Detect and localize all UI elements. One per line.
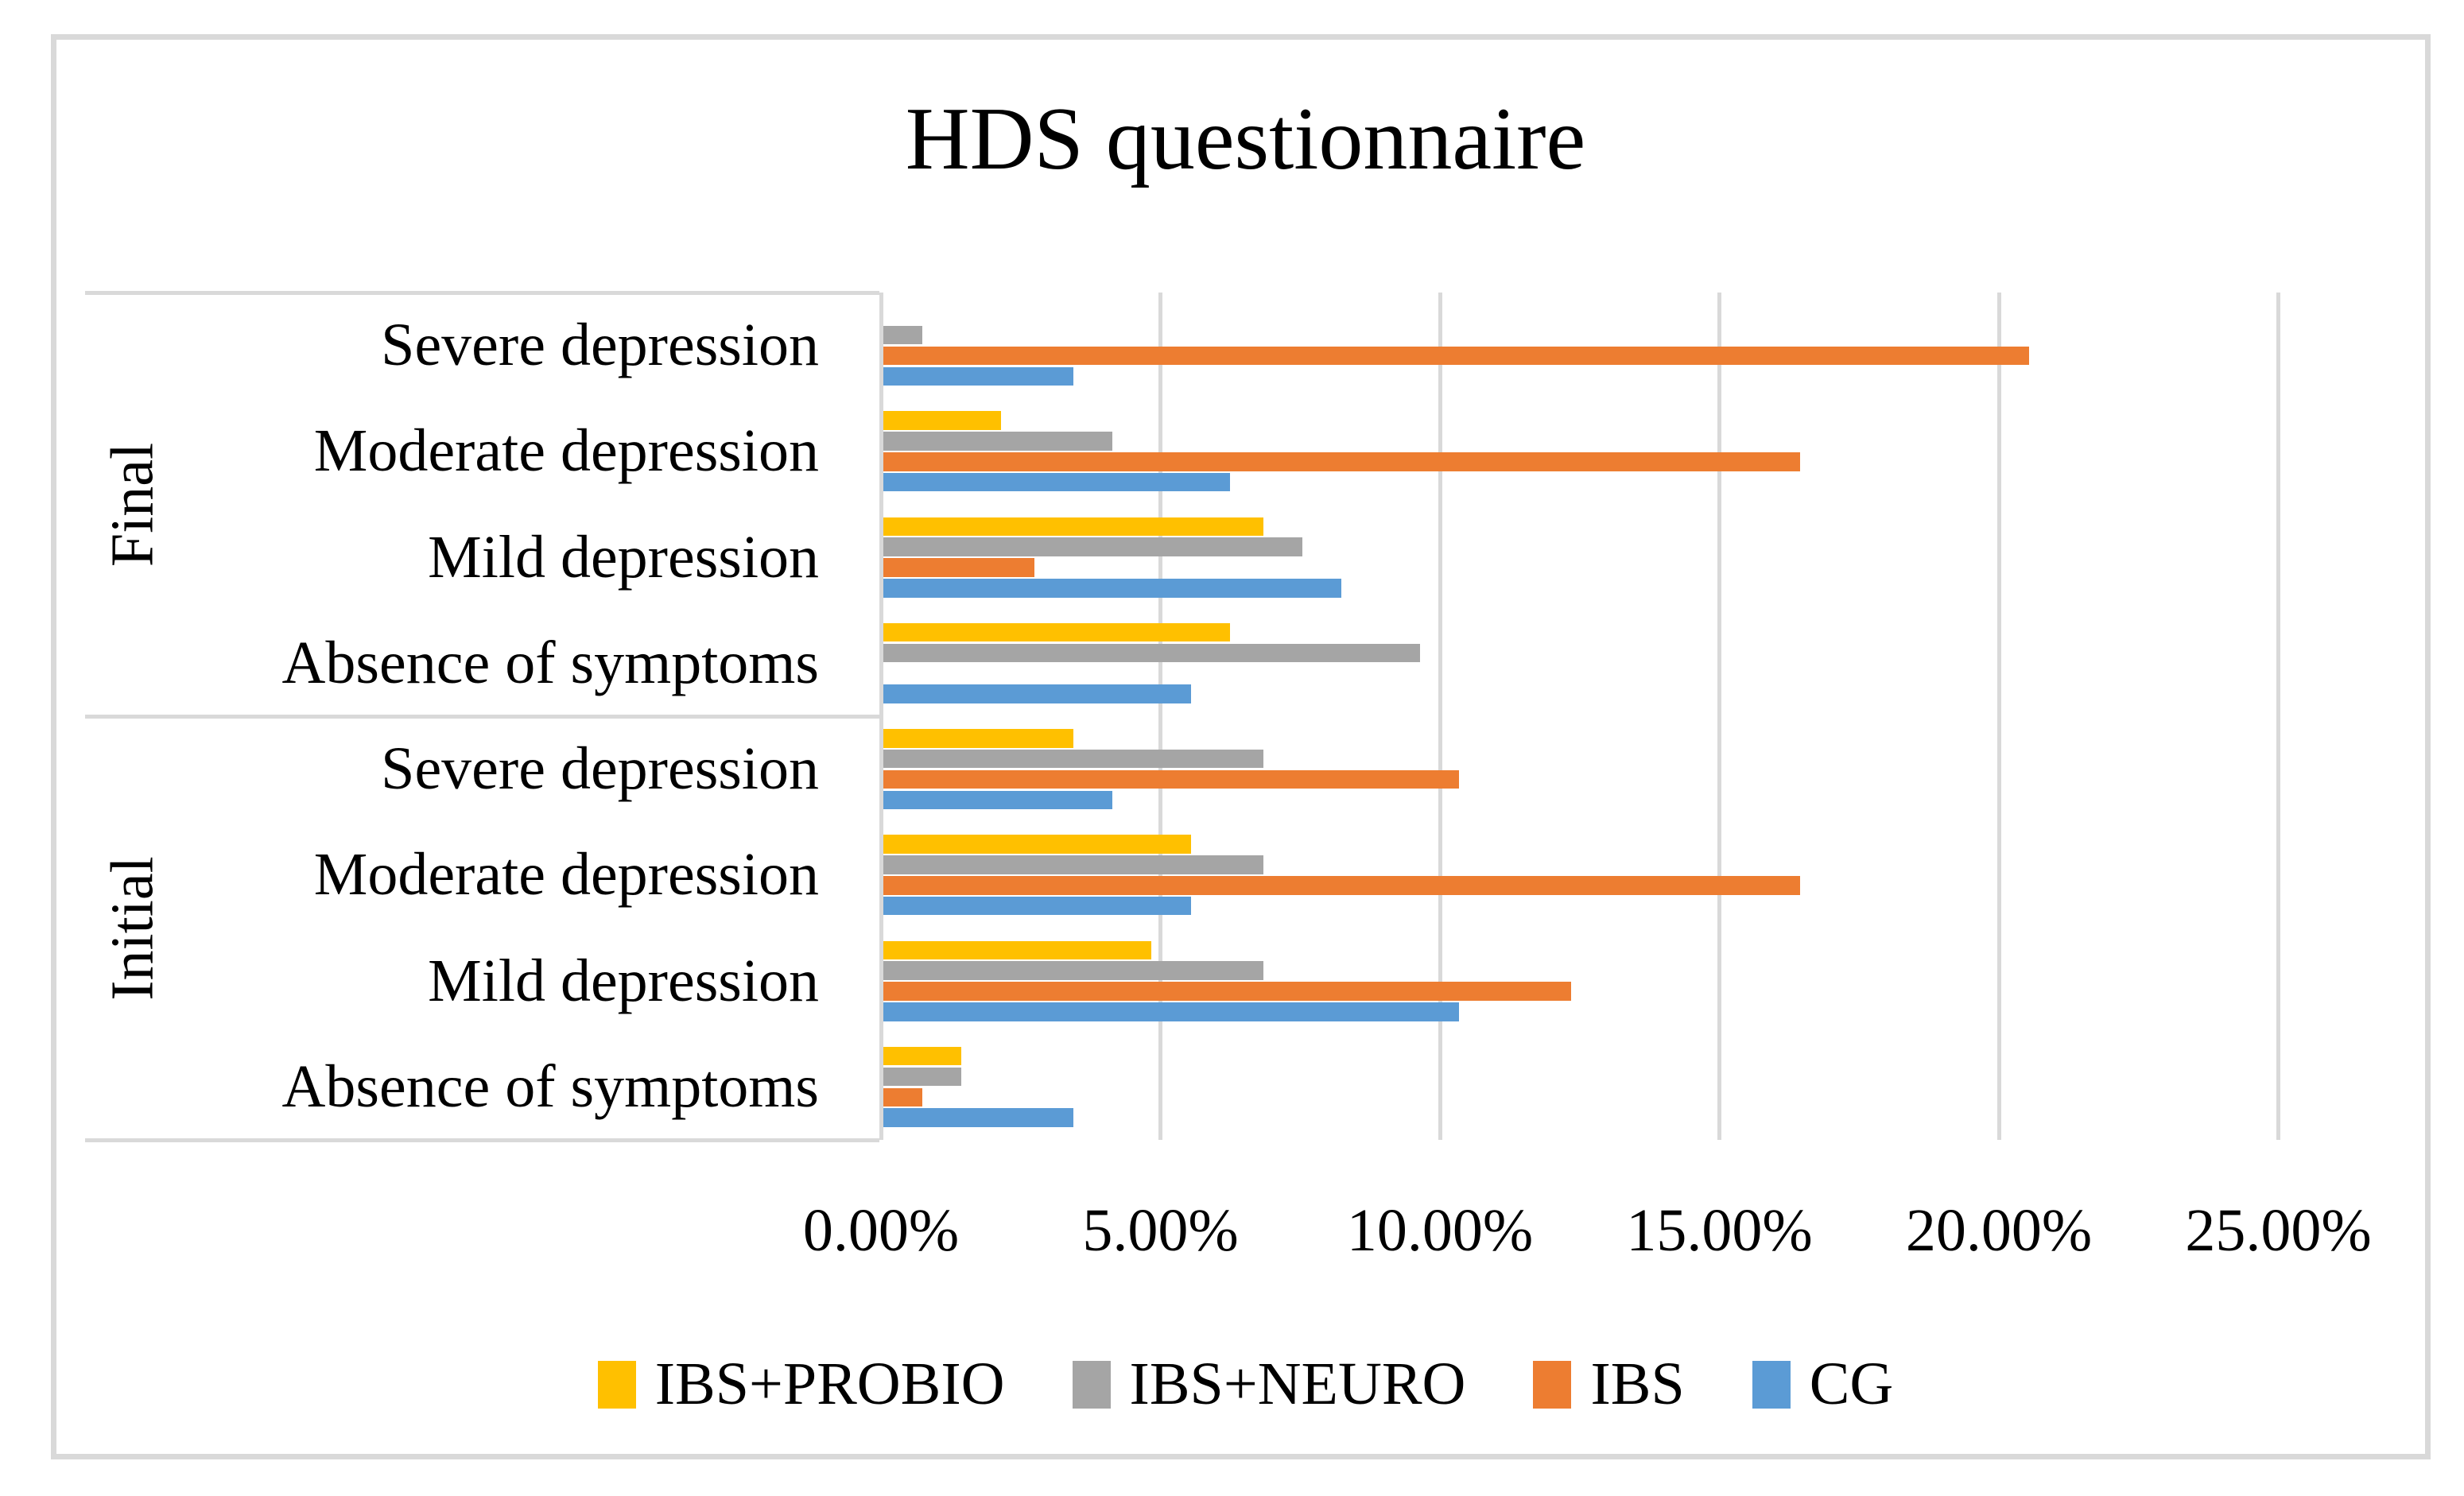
bar-cg-final-absence-of-symptoms bbox=[883, 684, 1191, 703]
category-label-initial-moderate-depression: Moderate depression bbox=[313, 841, 819, 909]
legend-item-cg: CG bbox=[1752, 1350, 1894, 1419]
category-label-final-severe-depression: Severe depression bbox=[381, 312, 819, 379]
axis-boundary-line-1 bbox=[85, 714, 879, 719]
bar-ibs-final-severe-depression bbox=[883, 346, 2030, 366]
bar-ibs-probio-initial-severe-depression bbox=[883, 729, 1074, 748]
bar-ibs-probio-final-absence-of-symptoms bbox=[883, 622, 1230, 642]
gridline-5pct bbox=[1158, 293, 1162, 1140]
gridline-15pct bbox=[1717, 293, 1721, 1140]
bar-ibs-initial-mild-depression bbox=[883, 982, 1571, 1001]
group-label-final: Final bbox=[99, 442, 166, 567]
x-tick-label-2: 10.00% bbox=[1346, 1197, 1534, 1264]
bar-ibs-probio-initial-moderate-depression bbox=[883, 835, 1191, 854]
bar-ibs-probio-initial-absence-of-symptoms bbox=[883, 1046, 962, 1066]
category-label-initial-mild-depression: Mild depression bbox=[428, 947, 819, 1014]
axis-boundary-line-2 bbox=[85, 1138, 879, 1142]
legend-label-ibs: IBS bbox=[1590, 1351, 1685, 1417]
bar-ibs-neuro-final-mild-depression bbox=[883, 537, 1303, 556]
category-label-final-absence-of-symptoms: Absence of symptoms bbox=[281, 629, 819, 696]
legend-swatch-ibs-neuro bbox=[1072, 1360, 1111, 1409]
x-tick-label-4: 20.00% bbox=[1905, 1197, 2093, 1264]
legend-label-cg: CG bbox=[1809, 1351, 1894, 1417]
bar-ibs-probio-final-moderate-depression bbox=[883, 411, 1001, 430]
bar-ibs-probio-initial-mild-depression bbox=[883, 940, 1152, 959]
bar-cg-initial-severe-depression bbox=[883, 790, 1113, 810]
bar-ibs-neuro-initial-absence-of-symptoms bbox=[883, 1067, 962, 1087]
x-tick-label-0: 0.00% bbox=[802, 1197, 960, 1264]
legend: IBS+PROBIO IBS+NEURO IBS CG bbox=[52, 1350, 2439, 1419]
axis-boundary-line-0 bbox=[85, 290, 879, 295]
bar-ibs-neuro-initial-mild-depression bbox=[883, 961, 1264, 980]
legend-swatch-cg bbox=[1752, 1360, 1791, 1409]
bar-cg-final-mild-depression bbox=[883, 579, 1342, 598]
bar-ibs-final-moderate-depression bbox=[883, 452, 1800, 471]
bar-ibs-initial-absence-of-symptoms bbox=[883, 1087, 923, 1107]
gridline-20pct bbox=[1996, 293, 2001, 1140]
bar-ibs-initial-moderate-depression bbox=[883, 876, 1800, 895]
bar-ibs-final-mild-depression bbox=[883, 558, 1034, 577]
bar-cg-final-severe-depression bbox=[883, 366, 1074, 386]
bar-ibs-neuro-final-moderate-depression bbox=[883, 432, 1113, 451]
legend-label-ibs-probio: IBS+PROBIO bbox=[654, 1351, 1005, 1417]
bar-cg-final-moderate-depression bbox=[883, 472, 1230, 492]
bar-ibs-probio-final-mild-depression bbox=[883, 517, 1264, 536]
bar-cg-initial-absence-of-symptoms bbox=[883, 1108, 1074, 1127]
legend-item-ibs-neuro: IBS+NEURO bbox=[1072, 1350, 1466, 1419]
bar-ibs-neuro-final-absence-of-symptoms bbox=[883, 643, 1420, 663]
legend-item-ibs: IBS bbox=[1533, 1350, 1685, 1419]
chart-border bbox=[51, 34, 2431, 1459]
x-tick-label-1: 5.00% bbox=[1082, 1197, 1239, 1264]
legend-swatch-ibs bbox=[1533, 1360, 1572, 1409]
bar-cg-initial-mild-depression bbox=[883, 1002, 1460, 1021]
chart-title: HDS questionnaire bbox=[905, 90, 1586, 188]
x-tick-label-5: 25.00% bbox=[2185, 1197, 2372, 1264]
bar-ibs-initial-severe-depression bbox=[883, 769, 1460, 789]
bar-ibs-neuro-initial-moderate-depression bbox=[883, 855, 1264, 874]
bar-ibs-neuro-final-severe-depression bbox=[883, 325, 923, 345]
gridline-25pct bbox=[2276, 293, 2280, 1140]
category-label-final-moderate-depression: Moderate depression bbox=[313, 417, 819, 485]
group-label-initial: Initial bbox=[99, 855, 166, 1001]
legend-label-ibs-neuro: IBS+NEURO bbox=[1129, 1351, 1466, 1417]
bar-cg-initial-moderate-depression bbox=[883, 896, 1191, 916]
x-tick-label-3: 15.00% bbox=[1626, 1197, 1813, 1264]
bar-ibs-neuro-initial-severe-depression bbox=[883, 749, 1264, 769]
legend-swatch-ibs-probio bbox=[597, 1360, 636, 1409]
category-label-final-mild-depression: Mild depression bbox=[428, 523, 819, 591]
legend-item-ibs-probio: IBS+PROBIO bbox=[597, 1350, 1005, 1419]
category-label-initial-absence-of-symptoms: Absence of symptoms bbox=[281, 1052, 819, 1120]
gridline-0pct bbox=[879, 293, 883, 1140]
gridline-10pct bbox=[1438, 293, 1442, 1140]
category-label-initial-severe-depression: Severe depression bbox=[381, 735, 819, 803]
